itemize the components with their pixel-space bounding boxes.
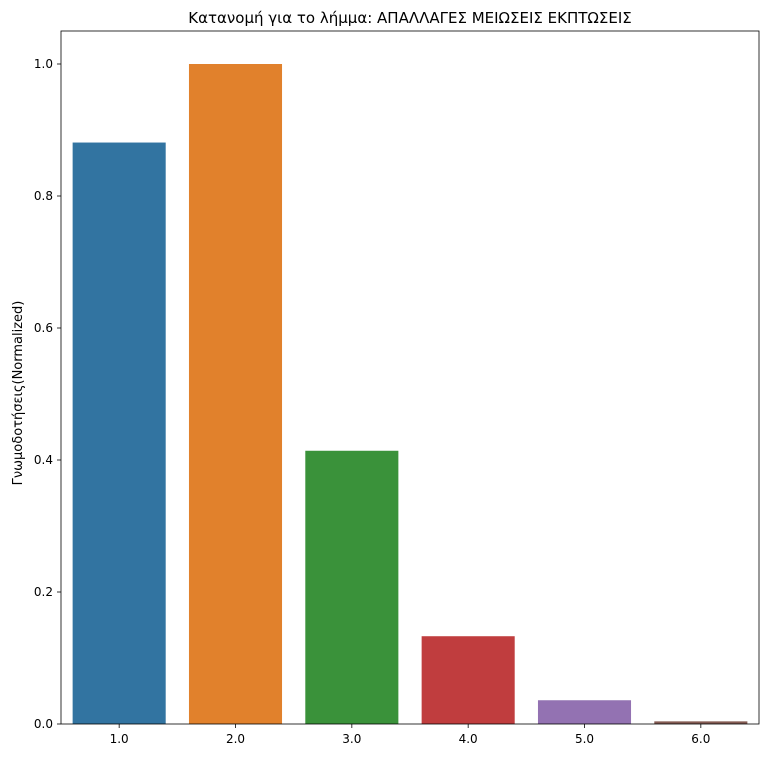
bar-4 <box>421 636 515 724</box>
bar-3 <box>305 450 399 724</box>
y-tick-label: 0.8 <box>34 189 53 203</box>
ticks-layer: 1.0 2.0 3.0 4.0 5.0 6.0 0.0 0.2 0.4 0.6 0.8 1.0 <box>34 57 710 746</box>
chart-title: Κατανομή για το λήμμα: ΑΠΑΛΛΑΓΕΣ ΜΕΙΩΣΕΙ… <box>188 9 631 27</box>
x-tick-label: 3.0 <box>342 732 361 746</box>
x-tick-label: 1.0 <box>110 732 129 746</box>
y-tick-label: 0.2 <box>34 585 53 599</box>
y-tick-label: 1.0 <box>34 57 53 71</box>
bar-5 <box>537 700 632 724</box>
y-tick-label: 0.6 <box>34 321 53 335</box>
y-tick-label: 0.4 <box>34 453 53 467</box>
bar-6 <box>654 721 748 724</box>
x-tick-label: 6.0 <box>691 732 710 746</box>
y-tick-label: 0.0 <box>34 717 53 731</box>
bar-2 <box>188 64 283 724</box>
plot-frame <box>60 30 760 725</box>
bar-1 <box>72 142 166 725</box>
y-axis-title: Γνωμοδοτήσεις(Normalized) <box>11 301 26 486</box>
bars-layer <box>72 64 748 725</box>
axes-layer <box>60 30 760 725</box>
x-tick-label: 2.0 <box>226 732 245 746</box>
x-tick-label: 4.0 <box>459 732 478 746</box>
x-tick-label: 5.0 <box>575 732 594 746</box>
